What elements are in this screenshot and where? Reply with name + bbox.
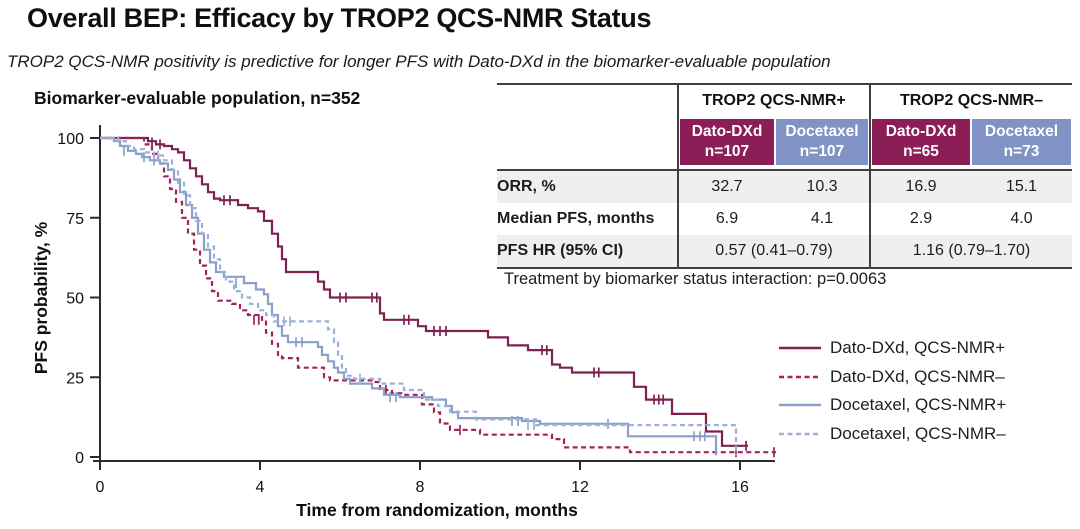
slide-subtitle: TROP2 QCS-NMR positivity is predictive f… [7, 52, 831, 71]
arm-label: Docetaxel [785, 122, 859, 140]
arm-n: n=73 [1003, 143, 1040, 160]
arm-header-docetaxel-pos: Docetaxel n=107 [776, 119, 868, 165]
legend-item-3: Docetaxel, QCS-NMR– [778, 423, 1006, 445]
table-row-pfs-hr: PFS HR (95% CI) 0.57 (0.41–0.79) 1.16 (0… [497, 235, 1072, 269]
legend-item-1: Dato-DXd, QCS-NMR– [778, 366, 1006, 388]
legend-swatch [779, 403, 821, 407]
table-corner [497, 83, 678, 117]
group-header-qcs-nmr-pos: TROP2 QCS-NMR+ [677, 83, 870, 117]
arm-n: n=107 [704, 143, 750, 160]
y-tick-label: 50 [66, 291, 84, 308]
pfs-dato-neg: 2.9 [869, 203, 971, 235]
y-tick-label: 75 [66, 211, 84, 228]
arm-label: Dato-DXd [691, 122, 763, 140]
group-header-qcs-nmr-neg: TROP2 QCS-NMR– [869, 83, 1072, 117]
legend-swatch [779, 432, 821, 435]
row-label: PFS HR (95% CI) [497, 235, 678, 269]
hr-qcs-nmr-neg: 1.16 (0.79–1.70) [869, 235, 1072, 269]
table-corner [497, 117, 678, 171]
arm-header-dato-neg: Dato-DXd n=65 [872, 119, 970, 165]
arm-label: Dato-DXd [885, 122, 957, 140]
orr-dato-pos: 32.7 [677, 170, 775, 203]
x-tick-label: 0 [96, 479, 105, 496]
table-arm-header-row: Dato-DXd n=107 Docetaxel n=107 Dato-DXd … [497, 117, 1072, 171]
legend-item-0: Dato-DXd, QCS-NMR+ [778, 337, 1006, 359]
page-title: Overall BEP: Efficacy by TROP2 QCS-NMR S… [27, 3, 652, 33]
orr-docetaxel-pos: 10.3 [775, 170, 870, 203]
legend-label: Docetaxel, QCS-NMR+ [830, 395, 1007, 414]
arm-n: n=107 [799, 143, 845, 160]
x-tick-label: 16 [731, 479, 749, 496]
hr-qcs-nmr-pos: 0.57 (0.41–0.79) [677, 235, 870, 269]
x-tick-label: 8 [416, 479, 425, 496]
table-row-orr: ORR, % 32.7 10.3 16.9 15.1 [497, 170, 1072, 203]
x-tick-label: 4 [256, 479, 265, 496]
chart-heading: Biomarker-evaluable population, n=352 [34, 88, 361, 108]
legend-swatch [779, 375, 821, 378]
row-label: Median PFS, months [497, 210, 655, 227]
chart-legend: Dato-DXd, QCS-NMR+ Dato-DXd, QCS-NMR– Doce… [778, 337, 1006, 451]
legend-swatch [779, 346, 821, 350]
arm-label: Docetaxel [984, 122, 1059, 140]
legend-label: Docetaxel, QCS-NMR– [830, 423, 1006, 443]
y-tick-label: 0 [75, 450, 84, 467]
y-tick-label: 25 [66, 370, 84, 387]
table-group-header-row: TROP2 QCS-NMR+ TROP2 QCS-NMR– [497, 83, 1072, 117]
orr-dato-neg: 16.9 [869, 170, 971, 203]
arm-header-cell: Dato-DXd n=107 [677, 117, 775, 171]
legend-label: Dato-DXd, QCS-NMR+ [830, 338, 1006, 357]
arm-header-cell: Docetaxel n=73 [971, 117, 1072, 171]
y-axis-label: PFS probability, % [31, 221, 51, 374]
arm-header-cell: Docetaxel n=107 [775, 117, 870, 171]
pfs-docetaxel-pos: 4.1 [810, 210, 834, 227]
orr-docetaxel-neg: 15.1 [971, 170, 1072, 203]
arm-n: n=65 [903, 143, 939, 160]
x-tick-label: 12 [571, 479, 589, 496]
table-row-median-pfs: Median PFS, months 6.9 4.1 2.9 4.0 [497, 203, 1072, 235]
y-tick-label: 100 [57, 131, 84, 148]
arm-header-dato-pos: Dato-DXd n=107 [680, 119, 774, 165]
pfs-dato-pos: 6.9 [677, 203, 775, 235]
interaction-footnote: Treatment by biomarker status interactio… [504, 270, 887, 288]
x-axis-label: Time from randomization, months [296, 500, 578, 520]
arm-header-docetaxel-neg: Docetaxel n=73 [972, 119, 1071, 165]
arm-header-cell: Dato-DXd n=65 [869, 117, 971, 171]
pfs-docetaxel-neg: 4.0 [1010, 210, 1033, 227]
legend-label: Dato-DXd, QCS-NMR– [830, 366, 1005, 386]
row-label: ORR, % [497, 170, 678, 203]
legend-item-2: Docetaxel, QCS-NMR+ [778, 394, 1006, 416]
efficacy-table: TROP2 QCS-NMR+ TROP2 QCS-NMR– Dato-DXd n… [497, 83, 1072, 269]
